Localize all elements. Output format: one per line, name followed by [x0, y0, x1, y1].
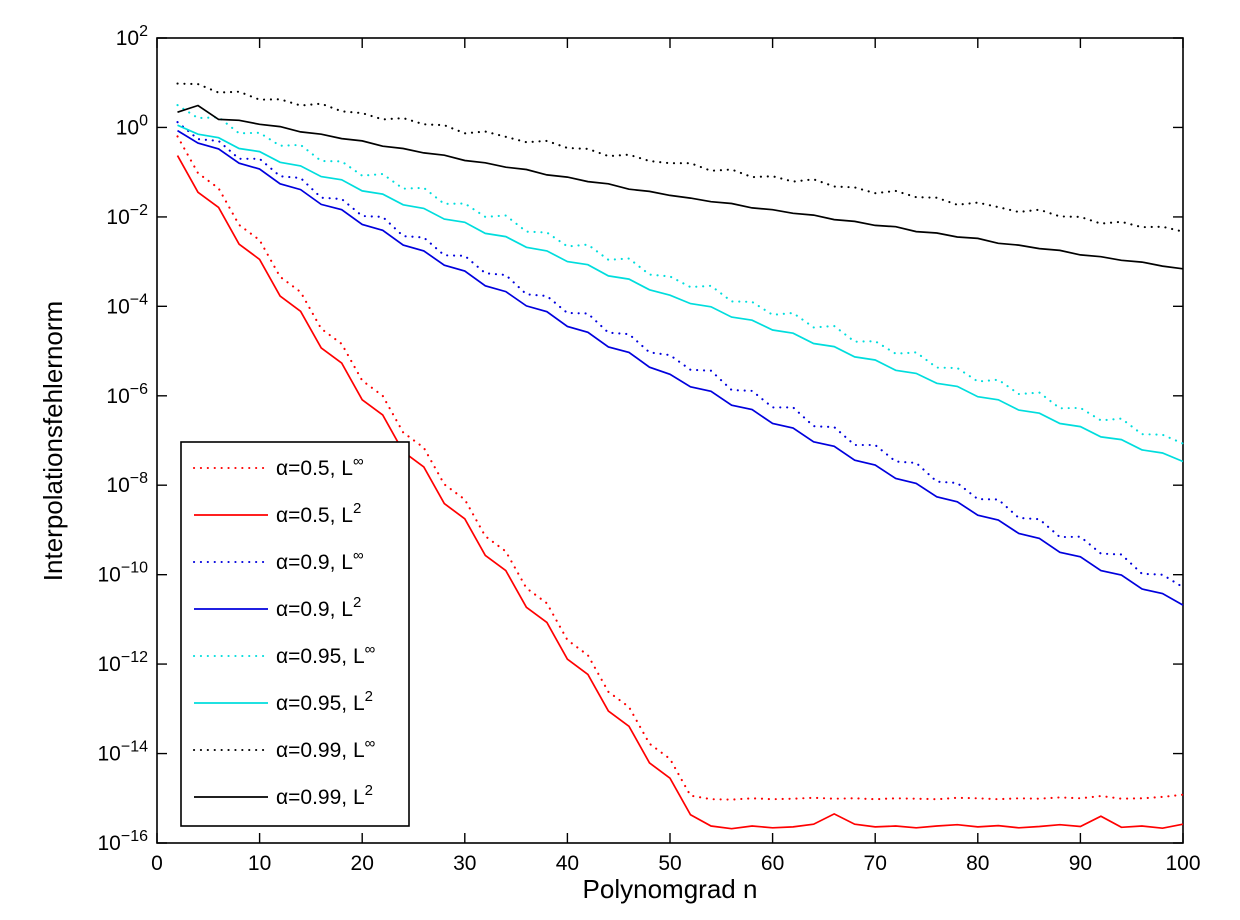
y-tick-label: 10−10 [98, 560, 149, 587]
series-a099-linf [176, 82, 1185, 233]
y-tick-label: 10−14 [98, 739, 149, 766]
x-tick-label: 10 [248, 852, 271, 875]
x-axis-label: Polynomgrad n [583, 874, 758, 904]
y-tick-label: 10−12 [98, 649, 149, 676]
x-tick-label: 40 [556, 852, 579, 875]
y-tick-label: 10−4 [106, 291, 148, 318]
x-tick-label: 90 [1069, 852, 1092, 875]
y-axis-label: Interpolationsfehlernorm [38, 301, 68, 581]
series-a095-linf [176, 104, 1185, 445]
legend-label-a099-l2: α=0.99, L2 [276, 782, 373, 809]
x-tick-label: 70 [864, 852, 887, 875]
y-tick-label: 10−16 [98, 828, 149, 855]
x-tick-label: 60 [761, 852, 784, 875]
series-a05-l2 [176, 155, 1184, 830]
x-tick-label: 50 [658, 852, 681, 875]
y-tick-label: 100 [116, 112, 148, 139]
legend-label-a05-l2: α=0.5, L2 [276, 500, 361, 527]
y-tick-label: 10−2 [106, 202, 148, 229]
series-a09-l2 [177, 129, 1184, 606]
legend: α=0.5, L∞ α=0.5, L2 α=0.9, L∞ α=0.9, L2 α=0.… [180, 441, 410, 827]
legend-label-a09-linf: α=0.9, L∞ [276, 547, 364, 574]
legend-label-a095-linf: α=0.95, L∞ [276, 641, 376, 668]
y-tick-label: 10−8 [106, 470, 148, 497]
x-tick-label: 0 [151, 852, 163, 875]
axis-ticks [156, 37, 1184, 844]
series-lines [176, 82, 1185, 830]
series-a099-l2 [177, 104, 1184, 270]
legend-label-a09-l2: α=0.9, L2 [276, 594, 361, 621]
legend-label-a05-linf: α=0.5, L∞ [276, 453, 364, 480]
legend-box [180, 441, 410, 827]
x-tick-label: 30 [453, 852, 476, 875]
x-tick-label: 80 [966, 852, 989, 875]
axes [156, 37, 1184, 844]
x-tick-label: 20 [351, 852, 374, 875]
y-tick-label: 102 [116, 23, 148, 50]
y-tick-label: 10−6 [106, 381, 148, 408]
tick-labels: 0 10 20 30 40 50 60 70 80 90 100 102 100 10−2 10−4 10−6… [98, 23, 1201, 875]
x-tick-label: 100 [1165, 852, 1200, 875]
series-a095-l2 [177, 124, 1184, 463]
legend-label-a095-l2: α=0.95, L2 [276, 688, 373, 715]
legend-label-a099-linf: α=0.99, L∞ [276, 735, 376, 762]
